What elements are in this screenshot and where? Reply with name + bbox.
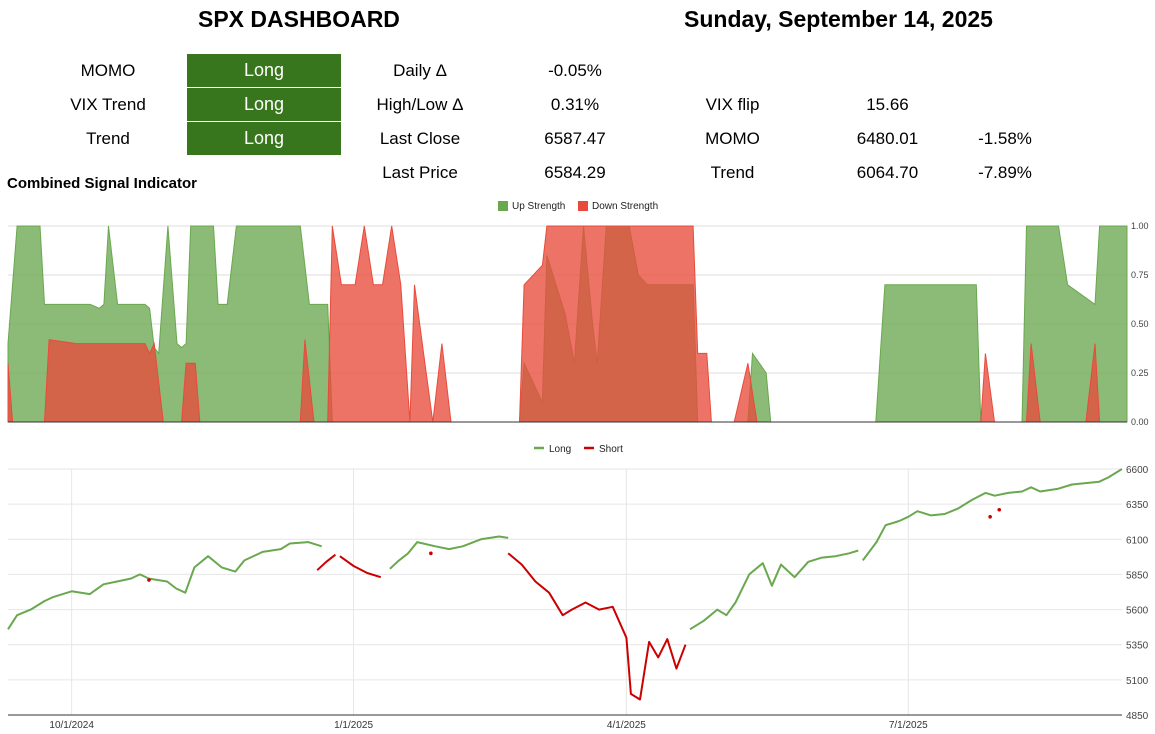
dashboard-date: Sunday, September 14, 2025 xyxy=(684,6,993,32)
section-title: Combined Signal Indicator xyxy=(7,175,198,192)
x-tick-label: 1/1/2025 xyxy=(334,720,373,731)
short-series-line xyxy=(316,553,337,571)
level-value-trend: 6064.70 xyxy=(856,163,919,182)
y-tick-label-price: 5600 xyxy=(1126,606,1149,617)
y-tick-label-signal: 0.50 xyxy=(1131,319,1149,329)
stat-value-last-price: 6584.29 xyxy=(544,163,606,182)
stat-value-daily-delta: -0.05% xyxy=(548,61,602,80)
signal-badge-momo: Long xyxy=(187,54,341,87)
short-series-point xyxy=(988,514,992,519)
up-strength-area xyxy=(7,225,1128,423)
level-value-vix-flip: 15.66 xyxy=(866,95,909,114)
dashboard-title: SPX DASHBOARD xyxy=(198,6,400,32)
long-series-line xyxy=(689,549,859,631)
level-label-vix-flip: VIX flip xyxy=(705,95,760,114)
y-tick-label-price: 6600 xyxy=(1126,465,1149,476)
y-tick-label-price: 5100 xyxy=(1126,676,1149,687)
level-pct-trend: -7.89% xyxy=(978,163,1032,182)
short-series-point xyxy=(997,507,1002,512)
long-series-line xyxy=(389,535,509,570)
y-tick-label-price: 4850 xyxy=(1126,711,1149,722)
stat-label-last-close: Last Close xyxy=(379,129,461,148)
level-label-momo: MOMO xyxy=(705,129,760,148)
y-tick-label-signal: 0.75 xyxy=(1131,270,1149,280)
stat-label-last-price: Last Price xyxy=(382,163,458,182)
x-tick-label: 4/1/2025 xyxy=(607,720,646,731)
down-strength-area xyxy=(7,225,1101,423)
stat-label-high-low-delta: High/Low Δ xyxy=(376,95,464,114)
short-series-line xyxy=(507,552,687,701)
short-series-line xyxy=(339,555,382,579)
long-series-line xyxy=(7,541,322,630)
legend-swatch-signal xyxy=(578,201,588,211)
legend-label-price: Short xyxy=(599,444,623,455)
y-tick-label-signal: 1.00 xyxy=(1131,221,1149,231)
stat-value-last-close: 6587.47 xyxy=(544,129,606,148)
signal-label-momo: MOMO xyxy=(80,61,136,80)
level-label-trend: Trend xyxy=(710,163,755,182)
y-tick-label-price: 5850 xyxy=(1126,570,1149,581)
level-value-momo: 6480.01 xyxy=(856,129,919,148)
x-tick-label: 7/1/2025 xyxy=(889,720,928,731)
stat-label-daily-delta: Daily Δ xyxy=(393,61,447,80)
short-series-point xyxy=(429,551,433,556)
legend-swatch-signal xyxy=(498,201,508,211)
y-tick-label-price: 5350 xyxy=(1126,641,1149,652)
signal-label-trend: Trend xyxy=(86,129,130,148)
signal-label-vix-trend: VIX Trend xyxy=(70,95,146,114)
short-series-point xyxy=(147,578,151,582)
long-series-line xyxy=(861,468,1123,561)
y-tick-label-signal: 0.00 xyxy=(1131,417,1149,427)
level-pct-momo: -1.58% xyxy=(978,129,1032,148)
legend-label-signal: Down Strength xyxy=(592,201,658,212)
y-tick-label-signal: 0.25 xyxy=(1131,368,1149,378)
signal-badge-vix-trend: Long xyxy=(187,88,341,121)
signal-badge-trend: Long xyxy=(187,122,341,155)
y-tick-label-price: 6350 xyxy=(1126,500,1149,511)
stat-value-high-low-delta: 0.31% xyxy=(550,95,600,114)
x-tick-label: 10/1/2024 xyxy=(49,720,94,731)
y-tick-label-price: 6100 xyxy=(1126,535,1149,546)
legend-label-price: Long xyxy=(549,444,571,455)
legend-label-signal: Up Strength xyxy=(512,201,565,212)
